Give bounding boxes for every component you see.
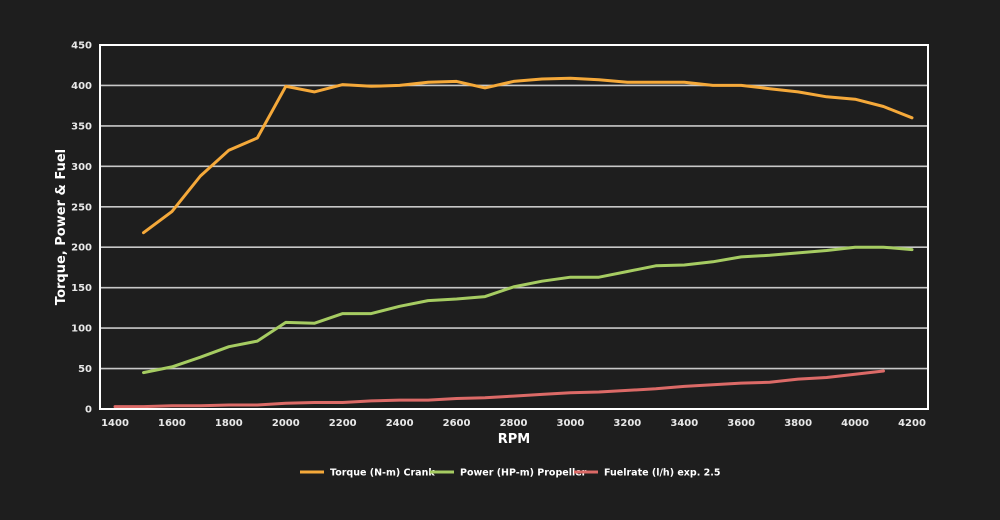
x-tick-label: 4200 <box>898 418 926 429</box>
legend-label: Torque (N-m) Crank <box>330 468 435 479</box>
x-tick-label: 1800 <box>215 418 243 429</box>
x-tick-label: 1400 <box>101 418 129 429</box>
plot-frame <box>99 44 929 410</box>
x-tick-label: 3800 <box>784 418 812 429</box>
y-tick-label: 250 <box>71 202 92 213</box>
x-axis-ticks: 1400 1600 1800 2000 2200 2400 2600 2800 3000 3200… <box>101 418 926 429</box>
y-tick-label: 450 <box>71 41 92 52</box>
x-tick-label: 2400 <box>386 418 414 429</box>
x-tick-label: 3600 <box>727 418 755 429</box>
legend: Torque (N-m) Crank Power (HP-m) Propeller… <box>300 468 720 479</box>
y-tick-label: 100 <box>71 324 92 335</box>
series-line-0 <box>142 76 914 235</box>
x-tick-label: 2600 <box>443 418 471 429</box>
legend-label: Fuelrate (l/h) exp. 2.5 <box>604 468 720 479</box>
x-tick-label: 3400 <box>670 418 698 429</box>
y-tick-label: 150 <box>71 283 92 294</box>
x-tick-label: 3000 <box>557 418 585 429</box>
x-tick-label: 3200 <box>613 418 641 429</box>
series-lines <box>113 76 914 409</box>
y-tick-label: 350 <box>71 121 92 132</box>
legend-label: Power (HP-m) Propeller <box>460 468 587 479</box>
y-tick-label: 400 <box>71 81 92 92</box>
x-tick-label: 2000 <box>272 418 300 429</box>
x-axis-title: RPM <box>498 432 530 447</box>
x-tick-label: 2800 <box>500 418 528 429</box>
x-tick-label: 2200 <box>329 418 357 429</box>
x-tick-label: 1600 <box>158 418 186 429</box>
y-axis-title: Torque, Power & Fuel <box>54 149 69 305</box>
y-tick-label: 200 <box>71 243 92 254</box>
series-line-2 <box>113 369 885 409</box>
y-tick-label: 300 <box>71 162 92 173</box>
y-tick-label: 50 <box>78 364 92 375</box>
y-axis-ticks: 0 50 100 150 200 250 300 350 400 450 <box>71 41 92 416</box>
x-tick-label: 4000 <box>841 418 869 429</box>
y-tick-label: 0 <box>85 405 92 416</box>
series-line-1 <box>142 245 914 375</box>
